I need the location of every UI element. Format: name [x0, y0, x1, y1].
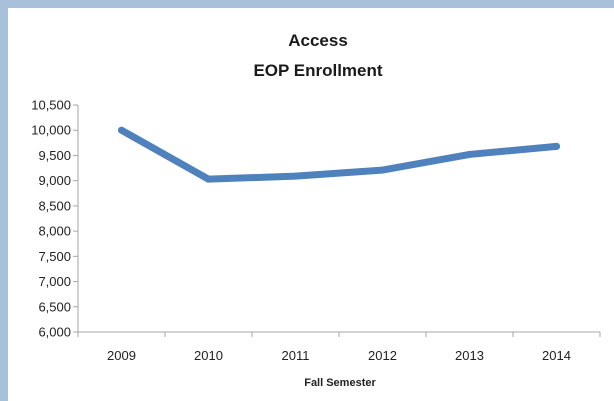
y-tick-label: 8,000	[38, 224, 71, 239]
x-tick-label: 2013	[455, 348, 484, 363]
data-point	[466, 150, 473, 158]
data-point	[292, 172, 299, 180]
x-tick-label: 2014	[542, 348, 571, 363]
y-tick-label: 9,500	[38, 148, 71, 163]
y-tick-label: 7,000	[38, 274, 71, 289]
chart-title: Access	[288, 31, 348, 50]
y-tick-label: 6,500	[38, 299, 71, 314]
x-tick-label: 2012	[368, 348, 397, 363]
y-tick-label: 10,500	[31, 98, 71, 113]
y-tick-label: 9,000	[38, 173, 71, 188]
x-axis: 2009 2010 2011 2012 2013 2014	[77, 331, 601, 363]
data-point	[205, 175, 212, 183]
y-axis: 6,000 6,500 7,000 7,500 8,000 8,500 9,000 9,500…	[31, 98, 79, 340]
y-tick-label: 6,000	[38, 325, 71, 340]
data-point	[379, 166, 386, 174]
x-tick-label: 2011	[282, 348, 310, 363]
y-tick-label: 10,000	[31, 123, 71, 138]
y-tick-label: 7,500	[38, 249, 71, 264]
data-point	[118, 126, 125, 134]
series-group	[118, 126, 560, 183]
data-point	[553, 142, 560, 150]
series-line	[118, 126, 560, 183]
x-tick-label: 2010	[194, 348, 223, 363]
x-tick-label: 2009	[107, 348, 136, 363]
y-tick-label: 8,500	[38, 198, 71, 213]
chart-subtitle: EOP Enrollment	[253, 61, 382, 80]
x-axis-title: Fall Semester	[304, 377, 376, 389]
